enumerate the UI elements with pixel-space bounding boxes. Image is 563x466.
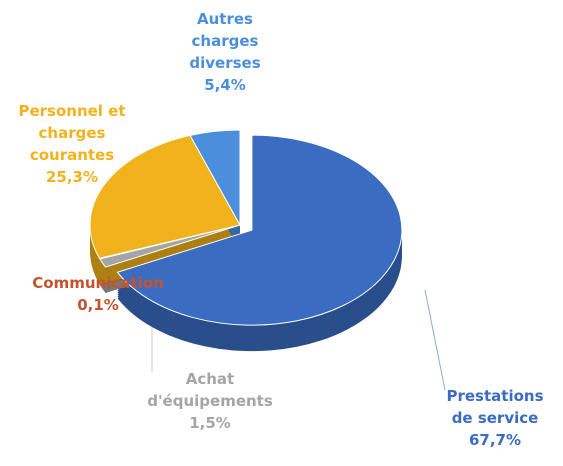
category-label: Communication (32, 274, 164, 292)
slice-label: Communication 0,1% (23, 272, 173, 316)
category-label: Personnel et charges courantes (18, 102, 126, 164)
slice-label: Achat d'équipements 1,5% (145, 368, 275, 434)
value-label: 5,4% (204, 76, 246, 94)
slice-label: Personnel et charges courantes 25,3% (12, 100, 132, 188)
value-label: 67,7% (468, 431, 522, 449)
value-label: 0,1% (77, 296, 119, 314)
category-label: Autres charges diverses (189, 10, 261, 72)
slice-label: Prestations de service 67,7% (435, 385, 555, 451)
category-label: Prestations de service (446, 387, 544, 427)
pie-slice (116, 134, 403, 326)
pie-slice (189, 129, 241, 227)
slice-label: Autres charges diverses 5,4% (175, 8, 275, 96)
pie-slice (89, 134, 241, 259)
value-label: 25,3% (45, 168, 99, 186)
category-label: Achat d'équipements (147, 370, 273, 410)
leader-line (424, 289, 446, 391)
value-label: 1,5% (189, 414, 231, 432)
